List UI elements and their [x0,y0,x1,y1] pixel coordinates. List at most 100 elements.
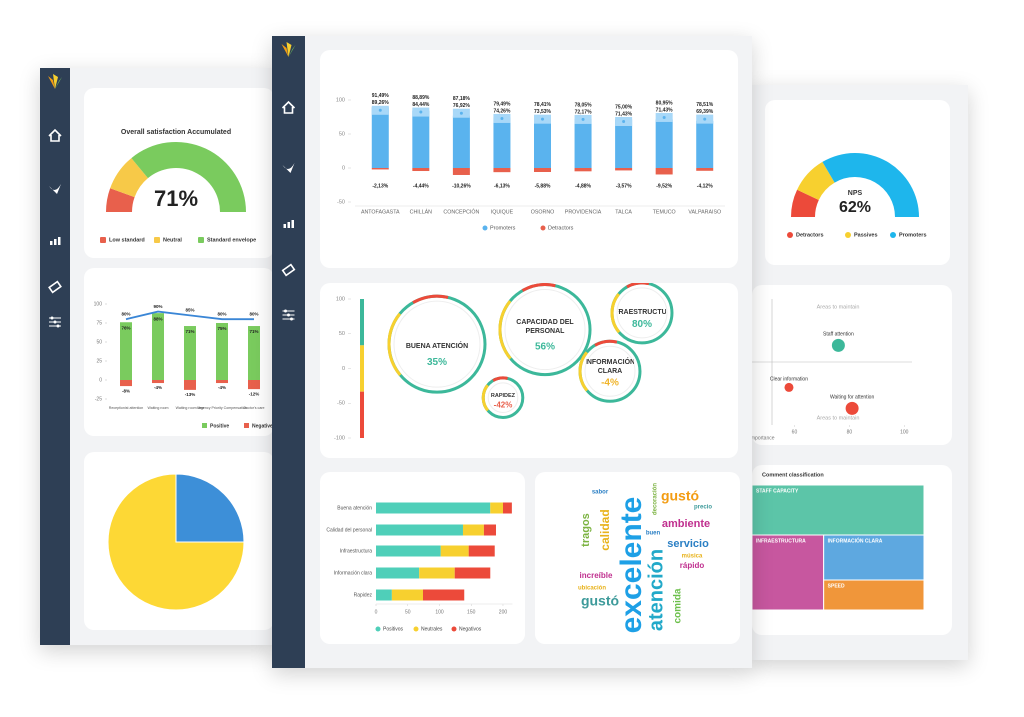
data-label: 76% [121,325,130,330]
bubble-label-box: RAPIDEZ [491,393,515,399]
word: calidad [598,509,612,550]
data-label: 75% [217,326,226,331]
bubble-value: -42% [494,400,513,409]
legend-label: Passives [854,232,878,238]
logo [53,74,58,89]
bar [655,119,673,168]
x-tick-label: Waiting room [147,406,168,410]
chart-icon [287,222,290,228]
data-label: 87,18% [453,96,471,102]
nps-card: NPS Detractors Passives Promoters 62% [765,100,950,265]
stacked-bar-card: 100 50 0 -50 ANTOFAGASTA CHILLÁN CONCEPCIÓN IQU… [320,50,738,268]
legend-swatch [413,626,419,632]
x-tick-label: TALCA [615,209,632,215]
word: música [682,554,703,560]
pie-slice [175,473,245,543]
bubble-label: CAPACIDAD DEL PERSONAL [516,319,574,336]
slider-knob [56,324,60,328]
word: comida [673,588,684,623]
ticket-icon [48,280,62,294]
word: atención [645,549,667,631]
legend-label: Promoters [490,225,516,231]
y-tick-label: 0 [99,377,102,383]
y-tick-label: 100 [336,97,345,103]
y-tick-label: 100 [94,301,103,307]
data-label: 75,00% [615,104,633,110]
x-tick-label: 0 [375,609,378,615]
scale-bar [360,299,364,346]
y-tick-label: 0 [342,165,345,171]
marker-dot [662,115,666,119]
point [831,338,845,352]
bar [696,120,714,168]
legend-swatch [198,237,204,243]
bar [534,117,551,168]
legend-swatch [845,232,851,238]
word: rápido [680,561,705,570]
bubble-ring [578,339,642,403]
bubble-label: BUENA ATENCIÓN [405,343,469,351]
data-label: 78,41% [534,102,552,108]
bubble-label: INFORMACIÓN CLARA [586,358,634,375]
bar [493,117,511,168]
bar [422,589,465,601]
scale-bar [360,391,364,438]
bar [419,567,455,579]
bar [184,326,196,380]
bar [615,168,633,171]
legend-label: Neutrales [421,626,443,632]
chart-icon [291,220,294,228]
bar [412,110,430,168]
bubble-inner [393,300,481,388]
x-tick-label: 100 [435,609,444,615]
bird-icon [282,163,295,173]
bubble-card: 100 50 0 -50 -100 BUENA ATENCIÓN 35% CAPACIDAD … [320,283,738,458]
y-tick-label: -50 [337,199,345,205]
word: excelente [615,497,648,634]
bar [655,168,673,175]
bar [120,322,132,380]
treemap-card: Comment classification STAFF CAPACITY INFR… [752,465,952,635]
bubble-value: 35% [427,357,447,368]
logo [286,42,292,57]
bubble-inner [504,289,586,371]
data-label: -6,13% [494,183,510,189]
home-icon [281,100,296,114]
legend-label: Promoters [899,232,927,238]
point [845,401,859,415]
slider-knob [287,313,290,317]
x-tick-label: Doctor's care [243,406,264,410]
word: servicio [667,538,709,550]
word: decoración [653,483,659,515]
data-label: 78,05% [575,102,593,108]
y-tick-label: 50 [96,339,102,345]
x-tick-label: 100 [900,429,909,435]
bubble-label: INFRAESTRUCTURA [618,309,666,317]
data-label: -13% [185,392,196,397]
point-label: Waiting for attention [830,395,875,401]
legend-label: Negativos [459,626,482,632]
bar [152,380,164,384]
chart-title: Comment classification [762,472,824,478]
annotation: Areas to maintain [817,304,860,310]
word: ubicación [578,586,606,592]
data-label: -4% [218,385,226,390]
y-tick-label: Rapidez [354,592,373,598]
sidebar [272,36,305,668]
point [784,382,794,392]
legend-swatch [375,626,381,632]
bar [534,168,551,172]
bar [248,380,260,390]
x-tick-label: 150 [467,609,476,615]
data-label: 71,43% [656,107,674,113]
y-tick-label: -25 [95,396,102,402]
word: ambiente [662,518,710,530]
data-label: 89,26% [372,100,390,106]
legend-label: Positivos [383,626,404,632]
legend-label: Low standard [109,237,145,243]
treemap-cell [752,534,825,611]
logo [55,77,62,89]
marker-dot [459,111,463,115]
bar [493,168,511,173]
y-tick-label: 100 [336,296,345,302]
